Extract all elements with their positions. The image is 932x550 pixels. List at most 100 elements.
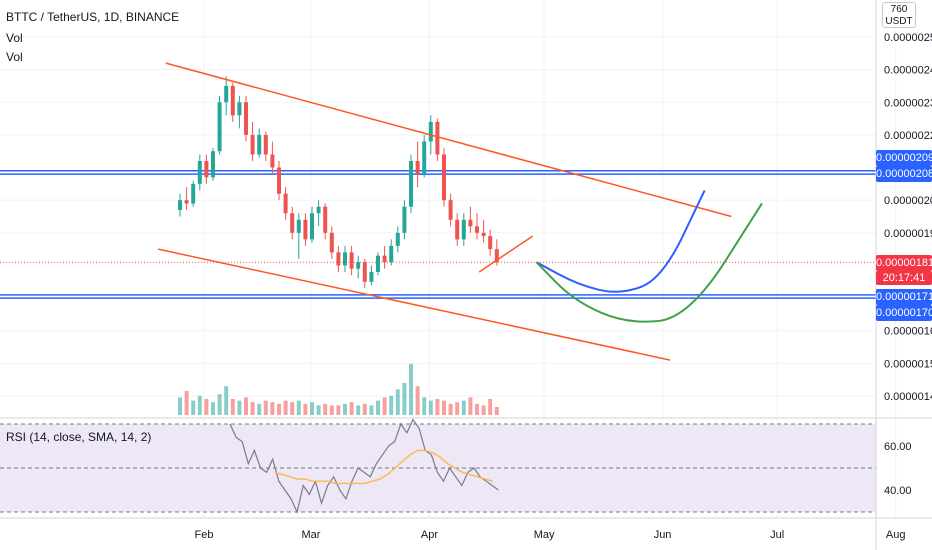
volume-bar — [356, 405, 361, 415]
green-projection-curve — [535, 202, 763, 323]
volume-bar — [178, 397, 182, 415]
volume-bar — [283, 400, 288, 415]
y-tick-label: 0.00000220 — [884, 130, 932, 142]
countdown-tag: 20:17:41 — [876, 271, 932, 285]
rsi-tick-label: 60.00 — [884, 441, 912, 453]
volume-bar — [244, 397, 248, 415]
candle-body — [448, 200, 453, 220]
volume-bar — [455, 402, 460, 415]
volume-bar — [237, 400, 242, 415]
currency-badge[interactable]: 760 USDT — [882, 2, 916, 28]
volume-bar — [428, 400, 433, 415]
candle-body — [310, 213, 314, 240]
volume-bar — [316, 405, 321, 415]
candle-body — [184, 200, 189, 204]
volume-bar — [277, 403, 281, 415]
rsi-pane — [0, 418, 876, 514]
volume-bar — [270, 402, 275, 415]
volume-bar — [448, 403, 453, 415]
candle-body — [442, 154, 446, 201]
volume-bar — [204, 399, 209, 415]
volume-bar — [290, 402, 295, 415]
trendline — [478, 235, 534, 273]
x-tick-label: May — [534, 529, 555, 541]
volume-bar — [435, 399, 440, 415]
y-tick-label: 0.00000190 — [884, 228, 932, 240]
currency-unit: USDT — [885, 16, 913, 27]
volume-bar — [362, 403, 367, 415]
horizontal-levels[interactable] — [0, 170, 876, 299]
volume-bar — [395, 389, 400, 415]
candle-body — [356, 262, 361, 269]
candle-body — [224, 85, 229, 103]
volume-bar — [296, 400, 301, 415]
rsi-tick-label: 40.00 — [884, 485, 912, 497]
candle-body — [428, 121, 433, 142]
x-tick-label: Mar — [302, 529, 321, 541]
candle-body — [283, 193, 288, 214]
vol-legend-2[interactable]: Vol — [6, 50, 23, 64]
volume-bar — [211, 402, 215, 415]
candle-body — [455, 219, 460, 240]
candle-body — [395, 232, 400, 246]
volume-bar — [415, 386, 420, 415]
candle-body — [237, 102, 242, 116]
candle-body — [296, 219, 301, 233]
candle-body — [290, 213, 295, 233]
candle-body — [178, 200, 182, 210]
x-tick-label: Aug — [886, 529, 906, 541]
volume-bar — [402, 383, 407, 415]
trendline-drawings[interactable] — [157, 62, 763, 361]
volume-bar — [481, 405, 486, 415]
candle-body — [244, 102, 248, 135]
price-tag-lower-a: 0.00000171 — [876, 289, 932, 305]
candle-body — [468, 219, 473, 227]
volume-bar — [217, 394, 222, 415]
candle-body — [316, 206, 321, 214]
volume-bar — [184, 391, 189, 415]
x-tick-label: Feb — [195, 529, 214, 541]
price-tag-lower-b: 0.00000170 — [876, 305, 932, 321]
candle-body — [257, 134, 262, 155]
candle-body — [211, 151, 215, 178]
volume-bar — [343, 403, 347, 415]
y-tick-label: 0.00000250 — [884, 32, 932, 44]
volume-bar — [250, 402, 255, 415]
symbol-title[interactable]: BTTC / TetherUS, 1D, BINANCE — [6, 10, 180, 24]
candle-body — [409, 161, 413, 207]
candle-body — [475, 226, 479, 233]
last-price-tag: 0.00000181 — [876, 255, 932, 271]
candle-body — [230, 85, 235, 116]
candle-body — [263, 134, 268, 155]
candle-body — [481, 232, 486, 237]
rsi-sma-line — [274, 449, 493, 485]
blue-projection-curve — [535, 189, 706, 293]
vol-legend-1[interactable]: Vol — [6, 31, 23, 45]
candle-body — [376, 255, 380, 272]
candle-body — [343, 252, 347, 266]
candle-body — [217, 102, 222, 152]
price-tag-upper-a: 0.00000209 — [876, 150, 932, 166]
volume-bar — [376, 400, 380, 415]
x-tick-label: Jul — [770, 529, 784, 541]
volume-bar — [382, 397, 387, 415]
candle-body — [336, 252, 341, 266]
rsi-legend[interactable]: RSI (14, close, SMA, 14, 2) — [6, 430, 152, 444]
volume-bar — [257, 403, 262, 415]
candle-body — [323, 206, 328, 233]
candle-body — [362, 262, 367, 282]
candle-body — [369, 271, 374, 282]
candle-body — [197, 161, 202, 184]
trendline — [157, 248, 671, 361]
candle-body — [488, 236, 493, 250]
volume-bar — [197, 395, 202, 415]
volume-bar — [369, 405, 374, 415]
volume-bars — [178, 363, 499, 415]
volume-bar — [349, 402, 354, 415]
price-tag-upper-b: 0.00000208 — [876, 166, 932, 182]
volume-bar — [303, 403, 308, 415]
y-tick-label: 0.00000140 — [884, 391, 932, 403]
